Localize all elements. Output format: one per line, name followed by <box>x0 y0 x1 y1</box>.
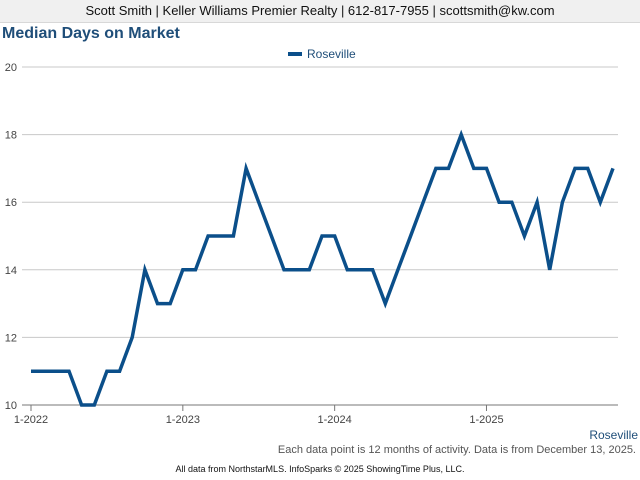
series-layer <box>31 129 615 407</box>
chart-title: Median Days on Market <box>2 25 180 42</box>
agent-contact-text: Scott Smith | Keller Williams Premier Re… <box>85 3 555 18</box>
y-tick-label: 18 <box>5 130 17 142</box>
data-footnote: Each data point is 12 months of activity… <box>277 444 636 456</box>
x-tick-label: 1-2025 <box>469 414 503 426</box>
grid-lines <box>22 66 618 406</box>
x-tick-label: 1-2023 <box>166 414 200 426</box>
series-end-label: Roseville <box>589 428 638 442</box>
y-axis-ticks: 10 12 14 16 18 20 <box>5 62 17 412</box>
end-label-group: Roseville <box>589 428 638 442</box>
series-line-roseville <box>31 129 615 407</box>
agent-header: Scott Smith | Keller Williams Premier Re… <box>0 0 640 23</box>
y-tick-label: 14 <box>5 265 17 277</box>
x-tick-label: 1-2024 <box>318 414 352 426</box>
legend-label: Roseville <box>307 47 356 61</box>
line-chart: 10 12 14 16 18 20 1-2022 1-2023 1-2024 1-2025 Ro… <box>5 47 639 442</box>
y-tick-label: 16 <box>5 197 17 209</box>
x-axis-ticks: 1-2022 1-2023 1-2024 1-2025 <box>14 405 504 426</box>
x-tick-label: 1-2022 <box>14 414 48 426</box>
y-tick-label: 10 <box>5 400 17 412</box>
y-tick-label: 12 <box>5 332 17 344</box>
y-tick-label: 20 <box>5 62 17 74</box>
data-credit: All data from NorthstarMLS. InfoSparks ©… <box>175 464 465 474</box>
legend: Roseville <box>288 47 356 61</box>
